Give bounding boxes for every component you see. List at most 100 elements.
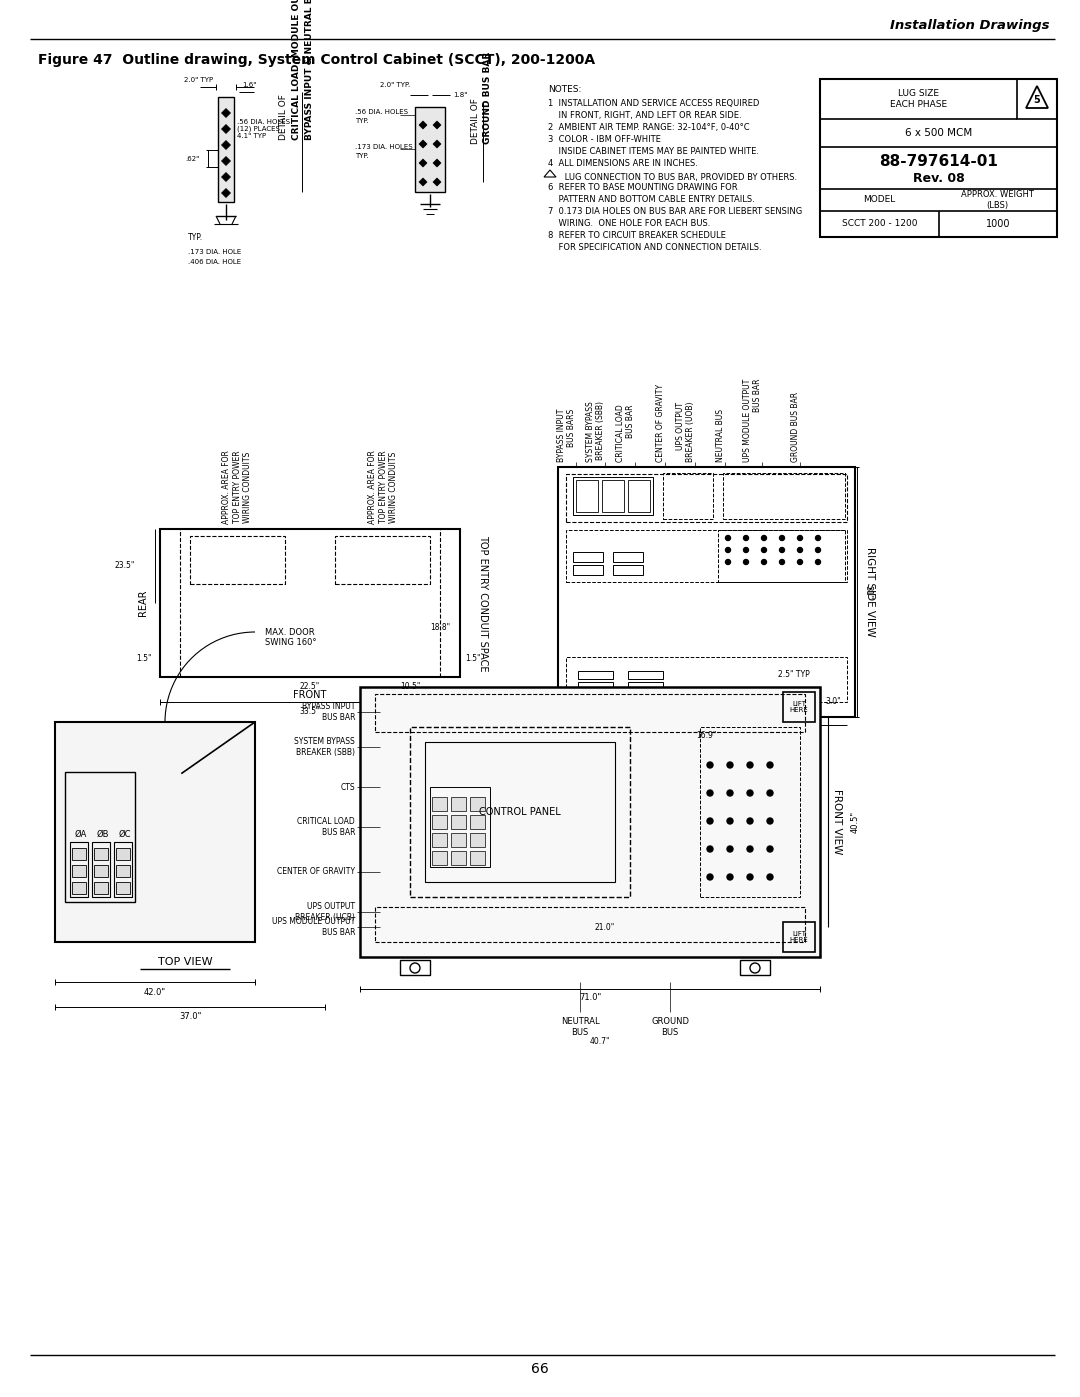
Text: 2  AMBIENT AIR TEMP. RANGE: 32-104°F, 0-40°C: 2 AMBIENT AIR TEMP. RANGE: 32-104°F, 0-4… (548, 123, 750, 131)
Text: .173 DIA. HOLE: .173 DIA. HOLE (188, 249, 241, 256)
Bar (94, 865, 108, 877)
Circle shape (767, 789, 773, 796)
Text: 37.0": 37.0" (179, 1011, 201, 1021)
Bar (573, 552, 603, 562)
Text: LUG SIZE
EACH PHASE: LUG SIZE EACH PHASE (890, 89, 947, 109)
Bar (576, 481, 598, 511)
Circle shape (780, 548, 784, 552)
Text: UPS MODULE OUTPUT
BUS BAR: UPS MODULE OUTPUT BUS BAR (272, 918, 355, 937)
Bar (470, 814, 485, 828)
Bar (116, 882, 130, 894)
Bar (72, 865, 86, 877)
Text: MAX. DOOR
SWING 160°: MAX. DOOR SWING 160° (265, 627, 316, 647)
Text: CENTER OF GRAVITY: CENTER OF GRAVITY (656, 384, 665, 462)
Circle shape (767, 761, 773, 768)
Bar (470, 851, 485, 865)
Circle shape (761, 548, 767, 552)
Text: 4.1" TYP: 4.1" TYP (237, 133, 266, 138)
Text: 5: 5 (1034, 95, 1040, 105)
Text: .56 DIA. HOLES: .56 DIA. HOLES (237, 119, 291, 124)
Text: GROUND BUS BAR: GROUND BUS BAR (484, 52, 492, 144)
Text: 40.7": 40.7" (590, 1038, 610, 1046)
Bar (451, 833, 465, 847)
Bar (72, 882, 86, 894)
Text: .62": .62" (186, 156, 200, 162)
Text: TOP VIEW: TOP VIEW (158, 957, 213, 967)
Text: .56 DIA. HOLES: .56 DIA. HOLES (355, 109, 408, 115)
Bar (578, 682, 613, 697)
Polygon shape (419, 122, 427, 129)
Bar (627, 481, 650, 511)
Bar (426, 742, 615, 882)
Text: 1.8": 1.8" (453, 92, 468, 98)
Text: LIFT
HERE: LIFT HERE (789, 700, 808, 714)
Bar (700, 726, 800, 897)
Text: NOTES:: NOTES: (548, 85, 581, 94)
Text: 6 x 500 MCM: 6 x 500 MCM (905, 129, 972, 138)
Circle shape (726, 560, 730, 564)
Text: 16.9": 16.9" (697, 731, 717, 740)
Circle shape (743, 535, 748, 541)
Text: BYPASS INPUT
BUS BARS: BYPASS INPUT BUS BARS (556, 409, 576, 462)
Bar (415, 108, 445, 191)
Polygon shape (221, 141, 230, 149)
Bar (820, 80, 1057, 237)
Text: ØA: ØA (75, 830, 87, 838)
Circle shape (743, 560, 748, 564)
Polygon shape (221, 124, 230, 134)
Text: PATTERN AND BOTTOM CABLE ENTRY DETAILS.: PATTERN AND BOTTOM CABLE ENTRY DETAILS. (548, 196, 755, 204)
Bar (783, 922, 815, 951)
Circle shape (780, 535, 784, 541)
Text: CONTROL PANEL: CONTROL PANEL (480, 807, 561, 817)
Text: FOR SPECIFICATION AND CONNECTION DETAILS.: FOR SPECIFICATION AND CONNECTION DETAILS… (548, 243, 761, 251)
Text: GROUND
BUS: GROUND BUS (651, 1017, 689, 1037)
Bar (94, 848, 108, 861)
Circle shape (747, 847, 753, 852)
Circle shape (743, 548, 748, 552)
Polygon shape (221, 156, 230, 165)
Circle shape (761, 535, 767, 541)
Polygon shape (433, 159, 441, 168)
Bar (718, 529, 845, 583)
Bar (451, 851, 465, 865)
Text: TYP.: TYP. (355, 117, 368, 124)
Polygon shape (433, 122, 441, 129)
Bar (190, 536, 285, 584)
Bar (218, 96, 234, 203)
Bar (573, 476, 653, 515)
Polygon shape (221, 189, 230, 197)
Bar (432, 833, 447, 847)
Circle shape (767, 819, 773, 824)
Bar (375, 694, 805, 732)
Bar (451, 798, 465, 812)
Bar (566, 529, 847, 583)
Text: 1.6": 1.6" (242, 82, 256, 88)
Circle shape (707, 789, 713, 796)
Bar (65, 773, 135, 902)
Text: GROUND BUS BAR: GROUND BUS BAR (791, 393, 800, 462)
Polygon shape (419, 159, 427, 168)
Circle shape (747, 819, 753, 824)
Circle shape (815, 535, 821, 541)
Circle shape (815, 560, 821, 564)
Text: MODEL: MODEL (863, 196, 895, 204)
Circle shape (727, 847, 733, 852)
Polygon shape (433, 177, 441, 186)
Bar (114, 842, 132, 897)
Circle shape (767, 875, 773, 880)
Bar (613, 552, 643, 562)
Text: TYP.: TYP. (355, 154, 368, 159)
Text: 42.0": 42.0" (144, 988, 166, 997)
Text: SYSTEM BYPASS
BREAKER (SBB): SYSTEM BYPASS BREAKER (SBB) (585, 401, 605, 462)
Text: 1.5": 1.5" (465, 654, 481, 664)
Text: 1  INSTALLATION AND SERVICE ACCESS REQUIRED: 1 INSTALLATION AND SERVICE ACCESS REQUIR… (548, 99, 759, 108)
Circle shape (797, 535, 802, 541)
Text: SCCT 200 - 1200: SCCT 200 - 1200 (841, 219, 917, 229)
Bar (602, 481, 624, 511)
Text: 7  0.173 DIA HOLES ON BUS BAR ARE FOR LIEBERT SENSING: 7 0.173 DIA HOLES ON BUS BAR ARE FOR LIE… (548, 207, 802, 217)
Text: ØB: ØB (97, 830, 109, 838)
Bar (430, 787, 490, 868)
Bar (432, 798, 447, 812)
Circle shape (747, 789, 753, 796)
Text: FRONT VIEW: FRONT VIEW (832, 789, 842, 855)
